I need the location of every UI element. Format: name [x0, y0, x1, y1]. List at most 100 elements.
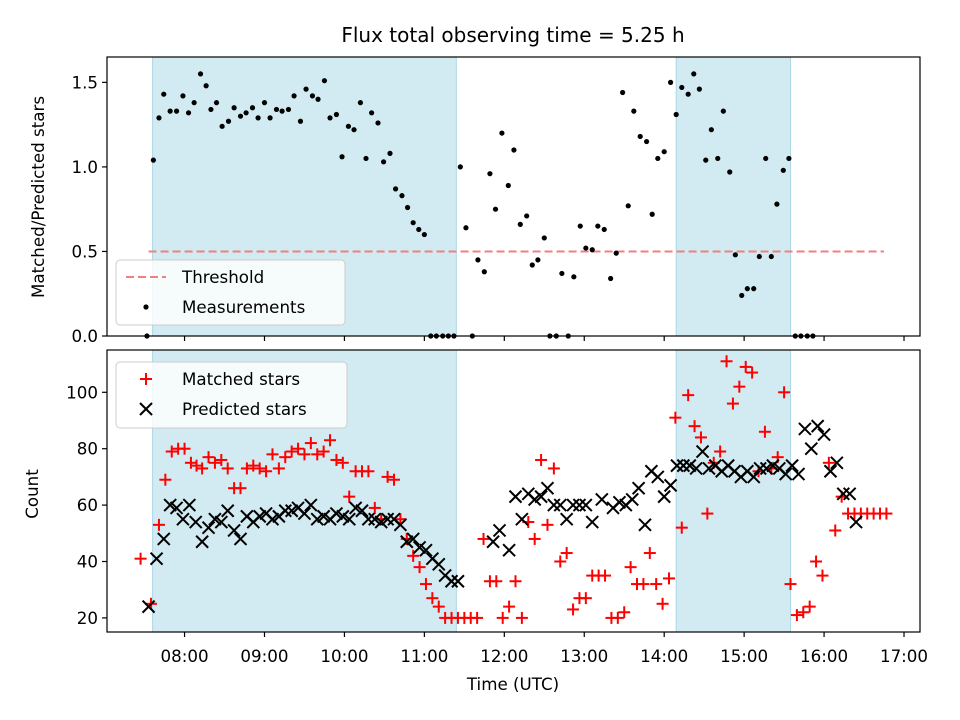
shaded-interval-2: [675, 56, 791, 337]
matched-star-point: [560, 547, 573, 560]
matched-star-point: [599, 569, 612, 582]
predicted-star-point: [670, 458, 684, 473]
matched-star-point: [515, 611, 528, 624]
predicted-star-point: [486, 535, 500, 549]
matched-star-point: [311, 448, 324, 461]
measurement-point: [399, 193, 405, 199]
matched-star-point: [490, 575, 503, 588]
matched-star-point: [790, 609, 803, 622]
chart-title: Flux total observing time = 5.25 h: [341, 23, 684, 47]
matched-star-point: [152, 518, 165, 531]
y-tick-label: 0.0: [71, 326, 98, 346]
matched-star-point: [330, 453, 343, 466]
matched-star-point: [509, 575, 522, 588]
measurement-point: [213, 100, 220, 106]
matched-star-point: [579, 592, 592, 605]
matched-star-point: [816, 569, 829, 582]
measurement-point: [667, 79, 674, 85]
measurement-point: [524, 213, 530, 219]
predicted-star-point: [817, 427, 831, 442]
measurement-point: [463, 225, 469, 231]
measurement-point: [255, 115, 261, 121]
matched-star-point: [240, 462, 253, 475]
measurement-point: [625, 203, 631, 209]
predicted-star-point: [547, 498, 561, 512]
predicted-star-point: [297, 506, 312, 521]
predicted-star-point: [304, 498, 318, 512]
measurement-point: [535, 257, 541, 263]
matched-star-point: [184, 456, 197, 469]
measurement-point: [679, 84, 685, 91]
measurement-point: [720, 108, 726, 114]
predicted-star-point: [836, 487, 850, 501]
matched-star-point: [215, 453, 228, 466]
bottom-y-axis-ticks: 20 40 60 80 100: [66, 382, 107, 628]
predicted-star-point: [515, 512, 529, 526]
predicted-star-point: [804, 441, 818, 456]
predicted-star-point: [534, 489, 548, 504]
predicted-star-point: [227, 523, 241, 538]
matched-star-point: [726, 397, 739, 410]
predicted-star-point: [798, 422, 812, 436]
predicted-star-point: [842, 487, 857, 501]
predicted-star-point: [176, 512, 190, 526]
y-tick-label: 40: [77, 552, 98, 572]
predicted-star-point: [451, 574, 465, 588]
measurement-point: [595, 223, 601, 229]
measurement-point: [577, 223, 583, 229]
matched-star-point: [298, 448, 311, 461]
measurement-point: [481, 269, 487, 275]
matched-star-point: [343, 490, 356, 503]
measurement-point: [261, 100, 268, 106]
matched-star-point: [221, 462, 234, 475]
measurement-point: [357, 100, 364, 106]
bottom-panel: 20 40 60 80 100 08:00 09:00 10:00 11:00 12:00 13:…: [22, 349, 928, 694]
matched-star-point: [432, 600, 445, 613]
matched-star-point: [675, 521, 688, 534]
y-tick-label: 1.0: [71, 157, 98, 177]
top-legend: Threshold Measurements: [115, 259, 346, 326]
measurement-point: [644, 138, 650, 145]
measurement-point: [273, 106, 280, 113]
predicted-star-point: [585, 515, 599, 529]
matched-star-point: [234, 482, 247, 495]
measurement-point: [327, 115, 333, 121]
measurement-point: [243, 110, 249, 116]
measurement-point: [309, 93, 316, 99]
matched-star-point: [541, 518, 554, 531]
measurement-point: [156, 115, 162, 121]
predicted-star-point: [502, 543, 516, 557]
predicted-star-point: [810, 419, 825, 433]
measurement-point: [589, 247, 595, 253]
matched-star-point: [758, 425, 771, 438]
matched-star-point: [253, 462, 266, 475]
top-x-axis-ticks: [183, 336, 905, 341]
predicted-star-point: [189, 515, 203, 529]
matched-star-point: [662, 572, 675, 585]
matched-star-point: [381, 470, 394, 483]
y-tick-label: 20: [77, 608, 98, 628]
matched-star-point: [739, 360, 752, 373]
x-tick-label: 14:00: [640, 646, 688, 666]
matched-star-point: [624, 561, 637, 574]
measurement-point: [620, 89, 626, 96]
measurement-point: [774, 201, 780, 207]
legend-matched-label: Matched stars: [182, 369, 300, 389]
measurement-point: [715, 155, 721, 162]
matched-star-point: [178, 442, 191, 455]
predicted-star-point: [849, 515, 863, 529]
predicted-star-point: [785, 458, 799, 473]
matched-star-point: [797, 606, 810, 619]
predicted-star-point: [444, 574, 459, 588]
predicted-star-point: [595, 492, 609, 507]
matched-star-point: [260, 465, 273, 478]
predicted-star-point: [823, 464, 838, 478]
bottom-axes-frame: [106, 349, 921, 633]
predicted-star-point: [559, 512, 574, 526]
matched-star-point: [208, 456, 221, 469]
matched-star-point: [368, 501, 381, 514]
matched-star-point: [285, 445, 298, 458]
measurement-point: [225, 118, 232, 124]
measurement-point: [696, 86, 702, 92]
